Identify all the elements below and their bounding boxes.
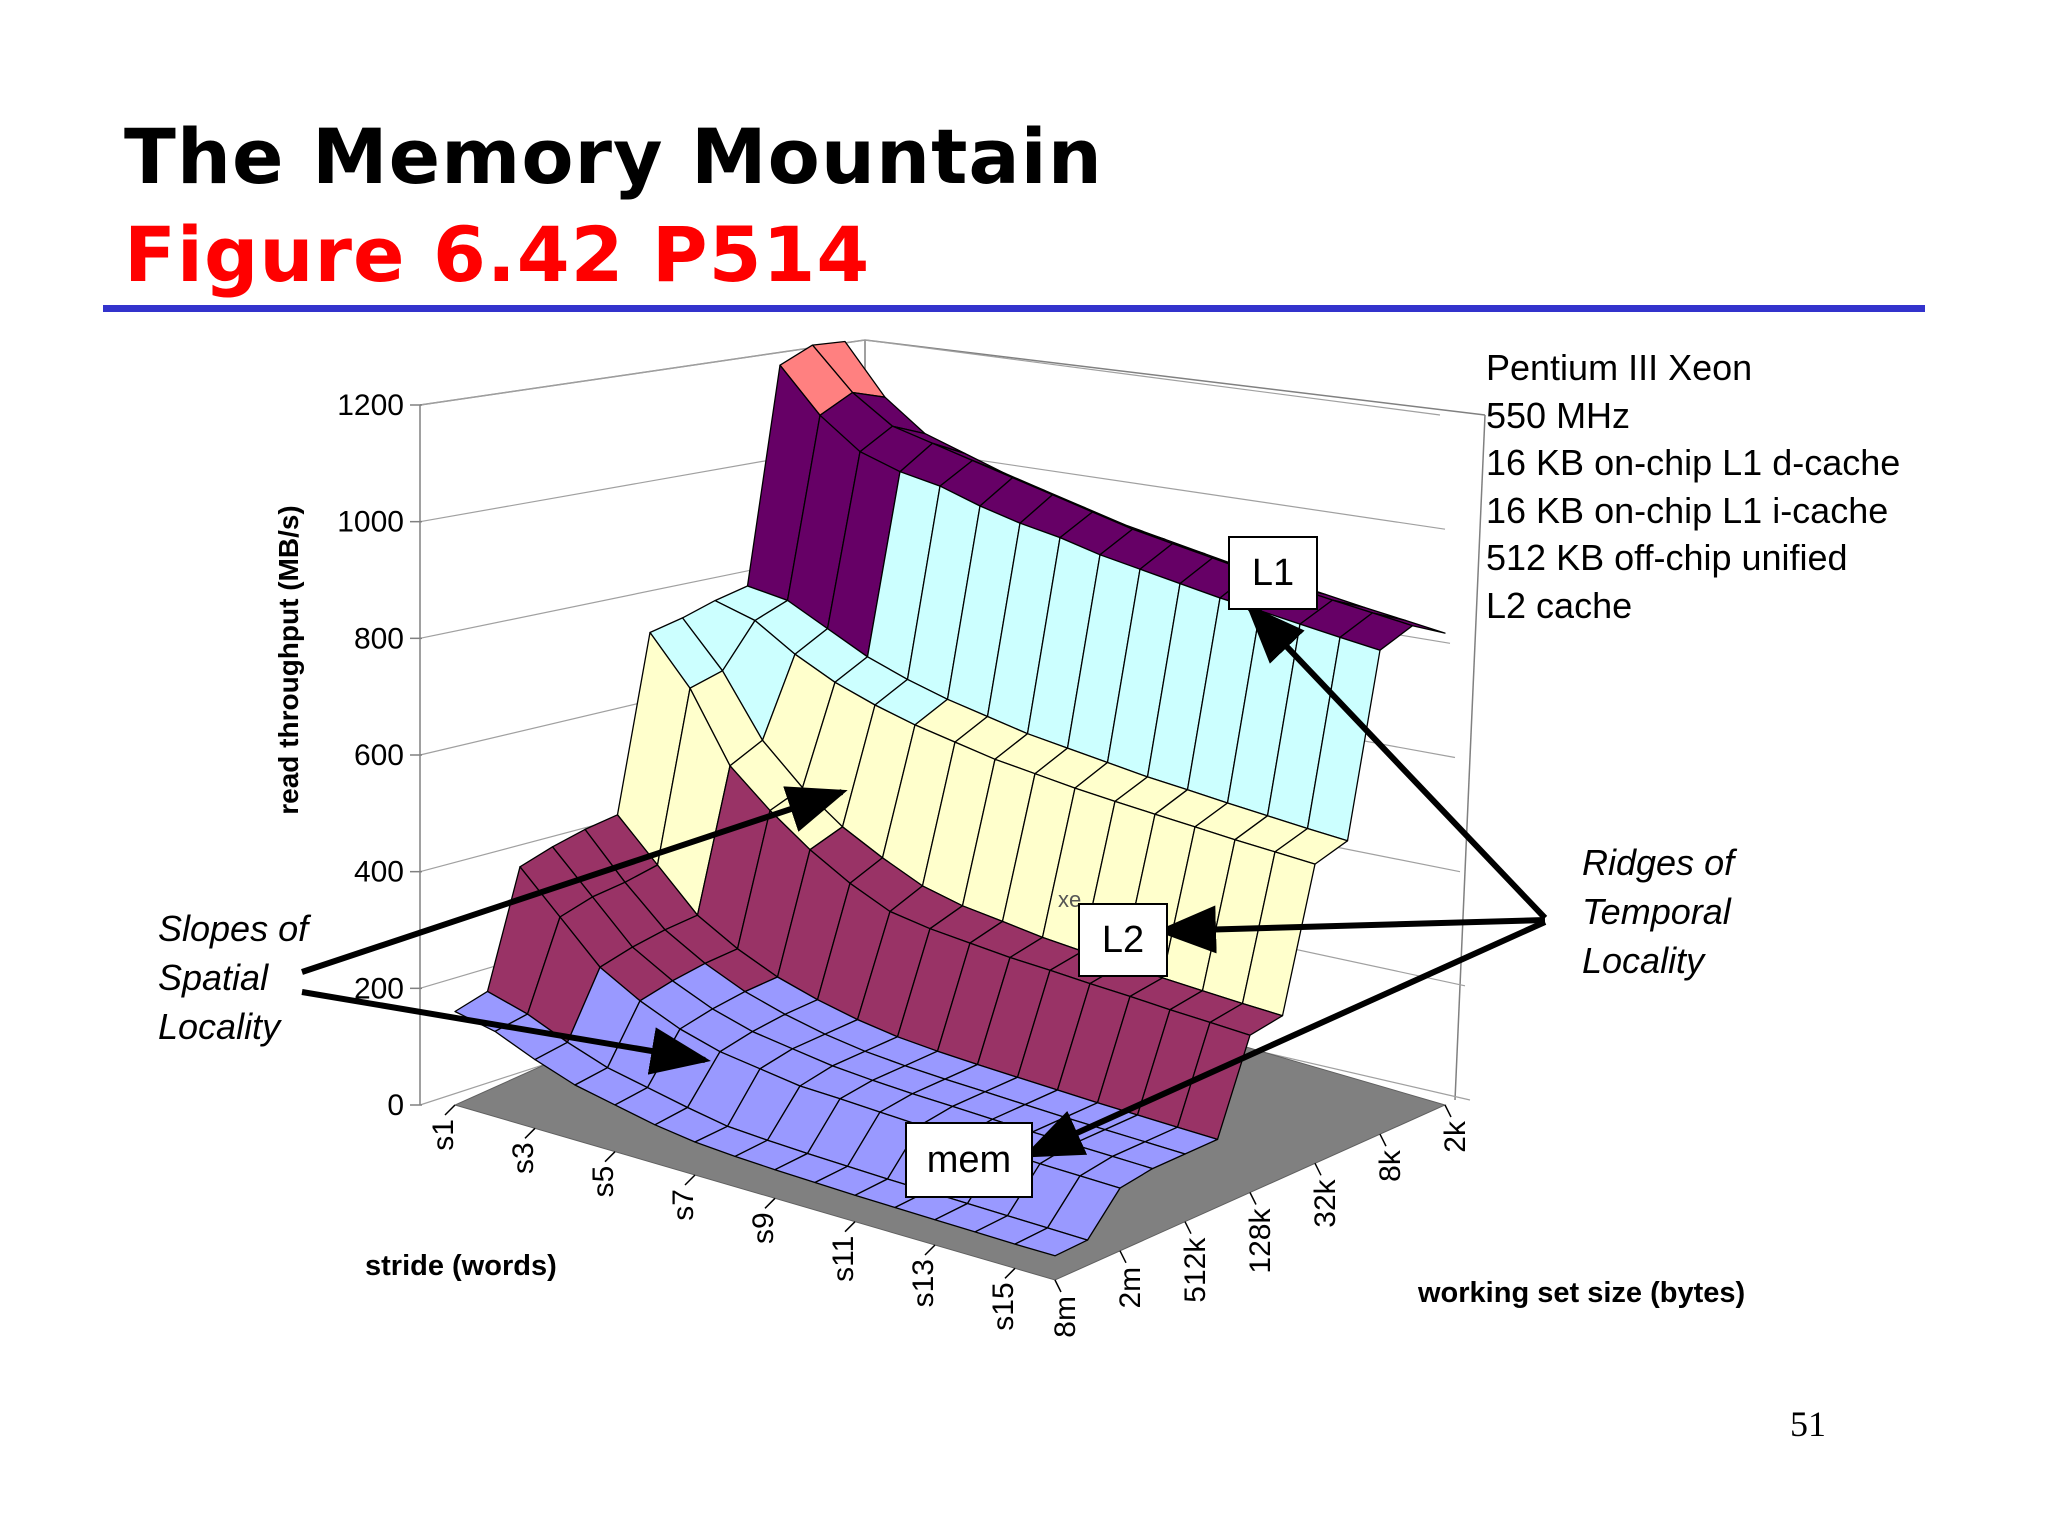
size-tick-label: 2m (1114, 1267, 1147, 1309)
z-tick-label: 0 (387, 1089, 404, 1122)
z-tick-label: 800 (354, 622, 404, 655)
z-tick-label: 1000 (337, 506, 404, 539)
note-line: Locality (1582, 940, 1705, 981)
stride-tick (524, 1127, 536, 1139)
stride-tick-label: s9 (747, 1212, 780, 1244)
z-tick-label: 600 (354, 739, 404, 772)
annotation-arrows (301, 603, 1548, 1158)
slide-subtitle: Figure 6.42 P514 (124, 210, 871, 299)
stride-tick (444, 1104, 456, 1116)
surface-cell (1014, 1227, 1089, 1257)
arrow-spatial-upper (301, 786, 848, 975)
spec-line: 512 KB off-chip unified (1486, 537, 1848, 578)
wall-edge-right (1454, 414, 1486, 1101)
stride-tick-label: s7 (667, 1189, 700, 1221)
stride-tick-label: s13 (907, 1259, 940, 1307)
spec-line: Pentium III Xeon (1486, 347, 1753, 388)
size-tick-label: 512k (1179, 1237, 1212, 1303)
z-tick-label: 1200 (337, 389, 404, 422)
arrow-spatial-lower (301, 989, 711, 1075)
stride-tick (604, 1151, 616, 1163)
size-tick-label: 8k (1374, 1149, 1407, 1182)
stride-axis-title: stride (words) (365, 1250, 557, 1282)
mem-label: mem (905, 1122, 1033, 1198)
size-tick-label: 128k (1244, 1208, 1277, 1274)
stride-tick (844, 1221, 856, 1233)
spec-line: L2 cache (1486, 584, 1633, 626)
size-tick (1379, 1133, 1387, 1147)
note-line: Spatial (158, 957, 269, 998)
stray-text: xe (1058, 887, 1081, 912)
stride-tick (764, 1197, 776, 1209)
size-tick (1249, 1192, 1257, 1205)
size-axis-title: working set size (bytes) (1417, 1277, 1745, 1309)
z-tick-label: 400 (354, 856, 404, 889)
size-tick-label: 32k (1309, 1178, 1342, 1227)
gridline (419, 339, 866, 406)
stride-tick-label: s5 (587, 1166, 620, 1198)
size-tick (1314, 1162, 1322, 1176)
stride-tick (1004, 1267, 1016, 1279)
l2-label: L2 (1078, 903, 1168, 977)
arrow-temporal-l1 (1245, 603, 1548, 921)
size-tick-label: 2k (1439, 1120, 1472, 1153)
stride-tick (924, 1244, 936, 1256)
gridline (864, 339, 1441, 416)
note-line: Temporal (1582, 891, 1731, 932)
stride-tick-label: s3 (507, 1142, 540, 1174)
z-axis-title: read throughput (MB/s) (273, 505, 304, 815)
page-number: 51 (1790, 1404, 1826, 1444)
temporal-locality-note: Ridges of Temporal Locality (1582, 838, 1734, 985)
stride-tick (684, 1174, 696, 1186)
spec-line: 550 MHz (1486, 394, 1631, 436)
note-line: Locality (158, 1006, 281, 1047)
note-line: Ridges of (1582, 842, 1735, 883)
note-line: Slopes of (158, 908, 309, 949)
title-rule (103, 305, 1925, 312)
size-tick-label: 8m (1049, 1296, 1082, 1338)
size-tick (1184, 1221, 1192, 1235)
stride-tick-label: s11 (827, 1236, 860, 1282)
size-tick (1054, 1279, 1062, 1293)
spatial-locality-note: Slopes of Spatial Locality (158, 904, 308, 1051)
arrow-temporal-mem (1022, 919, 1547, 1158)
l1-label: L1 (1228, 536, 1318, 610)
arrow-temporal-l2 (1156, 905, 1546, 954)
slide-title: The Memory Mountain (124, 112, 1103, 201)
spec-line: 16 KB on-chip L1 i-cache (1486, 489, 1889, 531)
wall-top-right (864, 339, 1486, 416)
stride-tick-label: s1 (427, 1119, 460, 1151)
spec-line: 16 KB on-chip L1 d-cache (1486, 442, 1901, 483)
processor-specs: Pentium III Xeon 550 MHz 16 KB on-chip L… (1486, 344, 1900, 629)
stride-tick-label: s15 (987, 1282, 1020, 1330)
size-tick (1444, 1104, 1452, 1118)
size-tick (1119, 1250, 1127, 1264)
